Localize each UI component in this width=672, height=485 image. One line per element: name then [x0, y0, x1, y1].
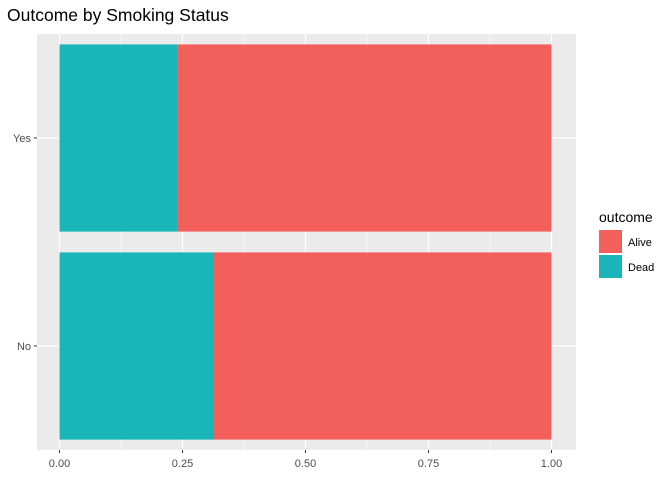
y-tick-label: No [17, 341, 31, 353]
legend-label-dead: Dead [628, 262, 654, 274]
bar-dead-no [59, 252, 214, 440]
legend-title: outcome [599, 209, 653, 225]
bar-alive-no [213, 252, 552, 440]
legend: outcome Alive Dead [599, 209, 654, 278]
bars-group [59, 44, 552, 440]
x-tick-label: 0.75 [418, 458, 439, 470]
bar-alive-yes [177, 44, 552, 232]
legend-label-alive: Alive [628, 237, 652, 249]
x-tick-label: 0.50 [295, 458, 316, 470]
x-axis: 0.00 0.25 0.50 0.75 1.00 [49, 450, 562, 470]
chart-title: Outcome by Smoking Status [7, 5, 229, 25]
bar-dead-yes [59, 44, 178, 232]
y-axis: No Yes [13, 133, 37, 353]
legend-key-alive [599, 230, 622, 253]
x-tick-label: 0.25 [172, 458, 193, 470]
x-tick-label: 0.00 [49, 458, 70, 470]
legend-key-dead [599, 255, 622, 278]
y-tick-label: Yes [13, 133, 31, 145]
x-tick-label: 1.00 [541, 458, 562, 470]
